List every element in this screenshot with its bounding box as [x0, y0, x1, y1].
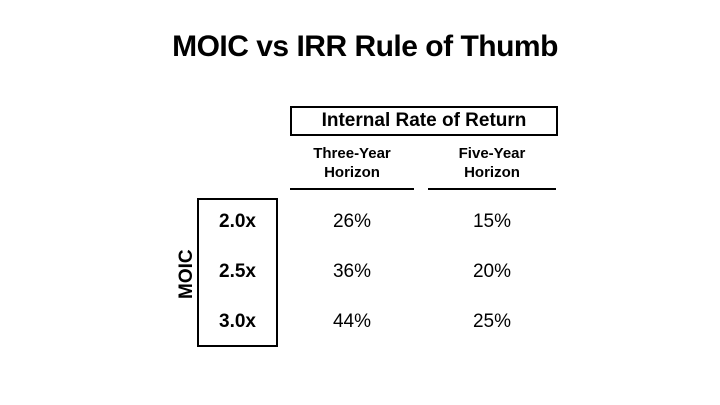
cell-five-year-irr: 15%	[472, 211, 512, 232]
column-header-three-year: Three-Year Horizon	[290, 144, 414, 190]
irr-column-group-header: Internal Rate of Return	[290, 106, 558, 136]
page-title: MOIC vs IRR Rule of Thumb	[172, 30, 558, 63]
row-label-moic: 2.5x	[219, 261, 256, 282]
row-label-moic: 3.0x	[219, 311, 256, 332]
column-header-five-year: Five-Year Horizon	[428, 144, 556, 190]
cell-three-year-irr: 44%	[332, 311, 372, 332]
row-label-moic: 2.0x	[219, 211, 256, 232]
cell-three-year-irr: 36%	[332, 261, 372, 282]
cell-five-year-irr: 20%	[472, 261, 512, 282]
cell-three-year-irr: 26%	[332, 211, 372, 232]
moic-row-header-box	[197, 198, 278, 347]
cell-five-year-irr: 25%	[472, 311, 512, 332]
moic-axis-label: MOIC	[176, 249, 197, 299]
